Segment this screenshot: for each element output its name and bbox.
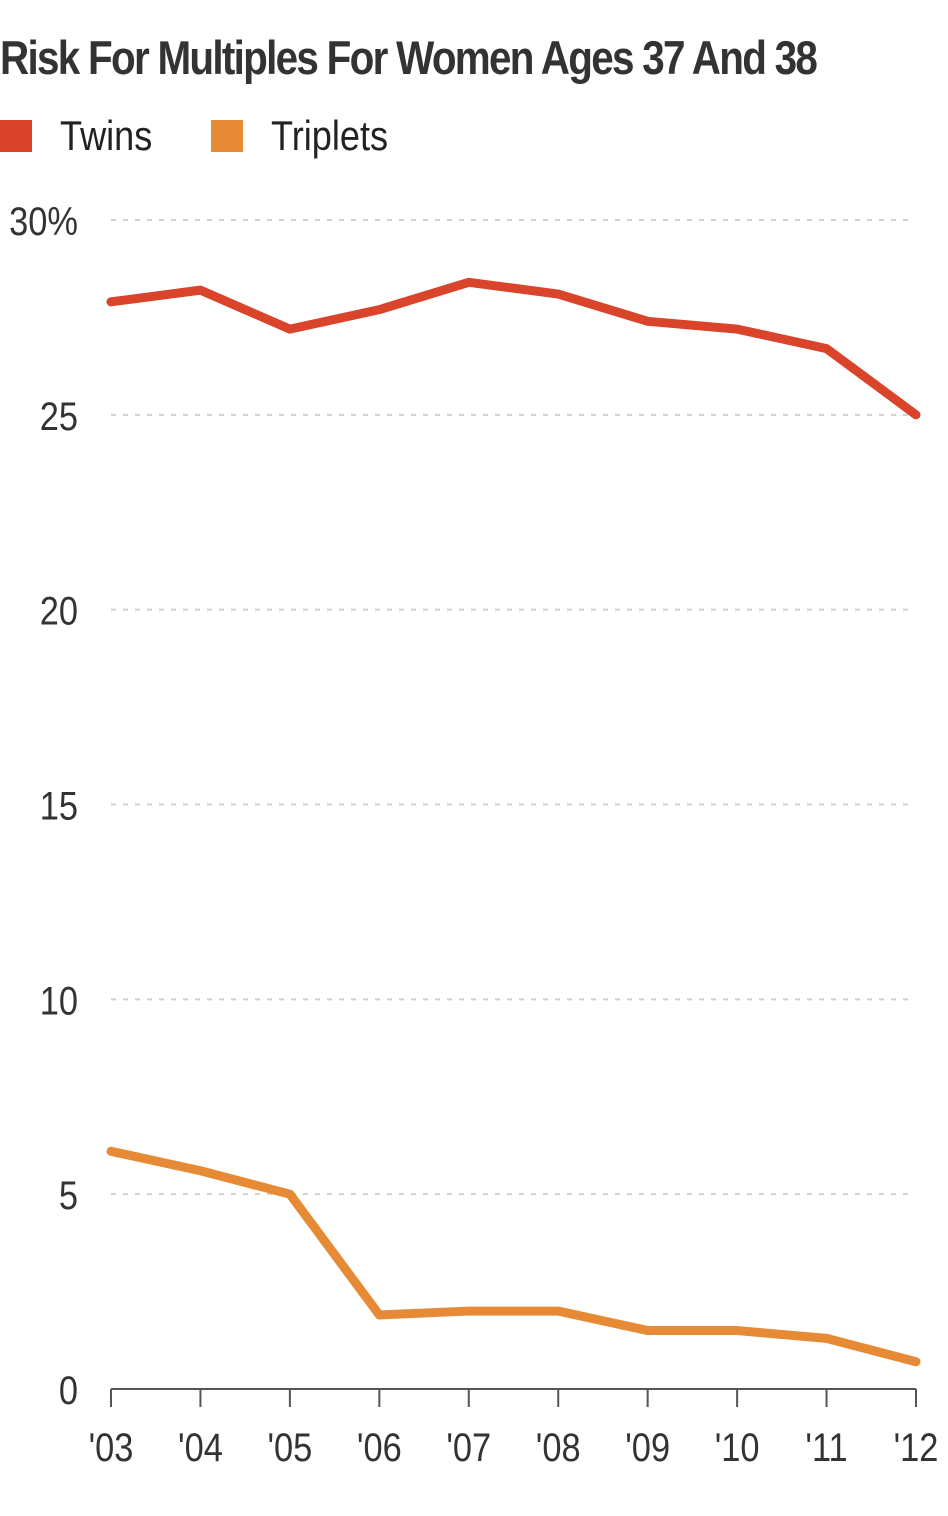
x-tick-label: '10 bbox=[715, 1425, 760, 1470]
legend-item-twins: Twins bbox=[0, 112, 167, 160]
series-lines bbox=[106, 277, 921, 1367]
y-tick-label: 20 bbox=[40, 588, 78, 633]
triplets-line bbox=[106, 1146, 921, 1367]
y-tick-label: 10 bbox=[40, 978, 78, 1023]
triplets-swatch-icon bbox=[211, 120, 244, 152]
x-axis: '03 '04 '05 '06 '07 '08 '09 '10 '11 '12 bbox=[89, 1388, 939, 1470]
y-tick-label: 5 bbox=[59, 1173, 78, 1218]
x-tick-label: '03 bbox=[89, 1425, 134, 1470]
gridlines bbox=[111, 219, 912, 1196]
x-tick-label: '08 bbox=[536, 1425, 581, 1470]
legend: Twins Triplets bbox=[0, 112, 442, 160]
legend-label: Triplets bbox=[271, 112, 389, 159]
y-tick-label: 30% bbox=[9, 199, 78, 244]
y-axis-labels: 0 5 10 15 20 25 30% bbox=[9, 199, 78, 1413]
legend-label: Twins bbox=[60, 112, 153, 159]
y-tick-label: 0 bbox=[59, 1368, 78, 1413]
legend-item-triplets: Triplets bbox=[211, 112, 407, 160]
twins-swatch-icon bbox=[0, 120, 32, 152]
chart-title: Risk For Multiples For Women Ages 37 And… bbox=[0, 31, 818, 84]
twins-line bbox=[106, 277, 921, 420]
x-tick-label: '11 bbox=[805, 1425, 847, 1470]
x-tick-label: '06 bbox=[357, 1425, 402, 1470]
y-tick-label: 15 bbox=[40, 783, 78, 828]
y-tick-label: 25 bbox=[40, 393, 78, 438]
x-tick-label: '12 bbox=[894, 1425, 939, 1470]
x-tick-label: '04 bbox=[178, 1425, 223, 1470]
x-tick-label: '05 bbox=[267, 1425, 312, 1470]
x-tick-label: '09 bbox=[625, 1425, 670, 1470]
x-tick-label: '07 bbox=[446, 1425, 491, 1470]
